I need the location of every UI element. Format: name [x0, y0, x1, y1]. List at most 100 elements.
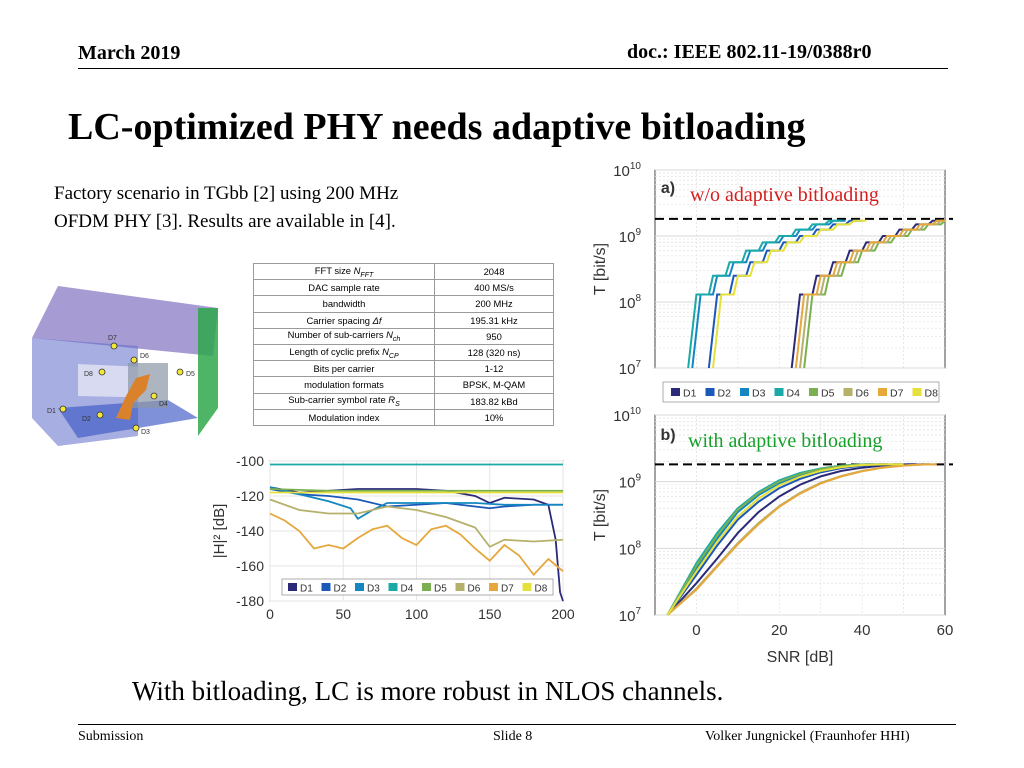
node-marker-d4	[150, 392, 158, 400]
legend-box	[281, 578, 554, 596]
node-label-d2: D2	[82, 416, 91, 423]
legend-swatch-d6	[843, 388, 853, 396]
chart-a-annotation: w/o adaptive bitloading	[690, 184, 879, 206]
node-marker-d1	[59, 405, 67, 413]
legend-swatch-d3	[740, 388, 749, 396]
y-tick-label: -180	[236, 593, 264, 609]
parameter-name: Bits per carrier	[253, 360, 435, 378]
parameter-label: FFT size	[314, 264, 354, 276]
series-line-d7	[666, 463, 937, 616]
y-tick-label: 108	[619, 539, 642, 558]
parameter-symbol: N	[353, 264, 361, 276]
parameter-label: Modulation index	[308, 411, 380, 423]
series-line-d4	[687, 219, 842, 369]
parameter-row: Length of cyclic prefix NCP 128 (320 ns)	[253, 343, 554, 362]
x-tick-label: 200	[551, 606, 575, 622]
parameter-value: 195.31 kHz	[434, 311, 554, 329]
y-axis-label: T [bit/s]	[592, 489, 609, 541]
parameter-symbol: N	[382, 345, 389, 357]
parameter-value: BPSK, M-QAM	[434, 376, 554, 394]
description-line-1: Factory scenario in TGbb [2] using 200 M…	[54, 183, 399, 204]
throughput-chart-b: 107 108 109 1010 0 20 40 60 SNR [dB] T [bit/s] b)	[592, 406, 954, 666]
y-axis-label: T [bit/s]	[592, 243, 609, 295]
legend-label-d2: D2	[718, 388, 732, 400]
x-tick-label: 20	[771, 622, 788, 639]
parameter-value: 950	[434, 327, 554, 345]
footer-rule	[78, 724, 956, 725]
parameter-row: DAC sample rate 400 MS/s	[253, 279, 554, 297]
legend-label-d3: D3	[752, 388, 766, 400]
parameter-row: Carrier spacing Δf 195.31 kHz	[253, 311, 554, 329]
legend-swatch-d1	[288, 583, 297, 591]
series-line-d6	[269, 498, 564, 548]
y-tick-label: -160	[236, 558, 264, 574]
header-doc-id: doc.: IEEE 802.11-19/0388r0	[627, 41, 872, 63]
legend-swatch-d2	[705, 388, 715, 396]
parameter-label: Bits per carrier	[313, 363, 375, 375]
parameter-symbol: R	[388, 394, 396, 406]
legend-box	[662, 381, 940, 403]
parameter-value: 10%	[434, 408, 554, 426]
legend-swatch-d5	[809, 388, 818, 396]
y-tick-label: 1010	[613, 161, 641, 180]
node-label-d4: D4	[159, 401, 168, 408]
series-line-d2	[707, 219, 863, 369]
legend-swatch-d1	[671, 388, 680, 396]
node-label-d7: D7	[108, 335, 117, 342]
scene-nodes: D1 D2 D3 D4 D5 D6 D7 D8	[47, 335, 195, 436]
series-line-d5	[269, 488, 563, 492]
series-line-d5	[803, 220, 946, 369]
parameter-value: 400 MS/s	[434, 279, 554, 297]
y-tick-label: 108	[619, 293, 642, 312]
parameter-name: Carrier spacing Δf	[253, 311, 435, 329]
legend-label-d8: D8	[535, 584, 548, 595]
series-line-d3	[269, 486, 563, 520]
parameter-table-wrap: FFT size NFFT 2048 DAC sample rate 400 MS/s…	[253, 262, 554, 426]
parameter-name: modulation formats	[253, 376, 435, 394]
scene-green-wall	[198, 308, 218, 436]
parameter-name: Length of cyclic prefix NCP	[253, 343, 435, 362]
series-line-d7	[269, 512, 564, 577]
y-tick-label: 107	[619, 606, 642, 625]
x-tick-label: 0	[266, 606, 274, 622]
legend-swatch-d7	[878, 388, 887, 396]
parameter-value: 1-12	[434, 360, 554, 378]
slide-title: LC-optimized PHY needs adaptive bitloadi…	[68, 106, 806, 148]
y-tick-label: -120	[236, 488, 264, 504]
y-axis-label: |H|² [dB]	[211, 504, 228, 558]
legend-label-d7: D7	[501, 584, 514, 595]
parameter-subscript: FFT	[360, 271, 374, 279]
panel-label: b)	[660, 427, 675, 444]
node-marker-d5	[176, 368, 184, 376]
x-tick-label: 40	[854, 622, 871, 639]
series-line-d8	[712, 219, 867, 369]
legend-swatch-d3	[355, 583, 364, 591]
x-axis-label: SNR [dB]	[767, 649, 834, 666]
parameter-symbol: N	[386, 329, 393, 341]
node-label-d3: D3	[141, 429, 150, 436]
parameter-symbol: Δf	[372, 314, 382, 326]
y-tick-label: 109	[619, 227, 642, 246]
legend-swatch-d4	[774, 388, 784, 396]
series-line-d1	[790, 219, 945, 369]
scene-ceiling	[32, 286, 218, 356]
legend-swatch-d5	[422, 583, 431, 591]
legend-swatch-d2	[321, 583, 331, 591]
footer-author: Volker Jungnickel (Fraunhofer HHI)	[705, 729, 910, 744]
series-line-d7	[794, 219, 945, 369]
parameter-row: Modulation index 10%	[253, 408, 554, 426]
parameter-label: Number of sub-carriers	[287, 329, 387, 341]
x-tick-label: 0	[692, 622, 700, 639]
node-label-d5: D5	[186, 371, 195, 378]
legend-label-d1: D1	[300, 584, 313, 595]
node-marker-d6	[130, 356, 138, 364]
header-date: March 2019	[78, 42, 181, 64]
parameter-name: Modulation index	[253, 408, 435, 426]
parameter-subscript: ch	[392, 336, 401, 344]
series-line-d1	[666, 463, 925, 616]
x-tick-label: 60	[937, 622, 954, 639]
node-marker-d3	[132, 424, 140, 432]
parameter-name: Number of sub-carriers Nch	[253, 327, 435, 345]
panel-label: a)	[661, 180, 675, 197]
node-marker-d7	[110, 342, 118, 350]
